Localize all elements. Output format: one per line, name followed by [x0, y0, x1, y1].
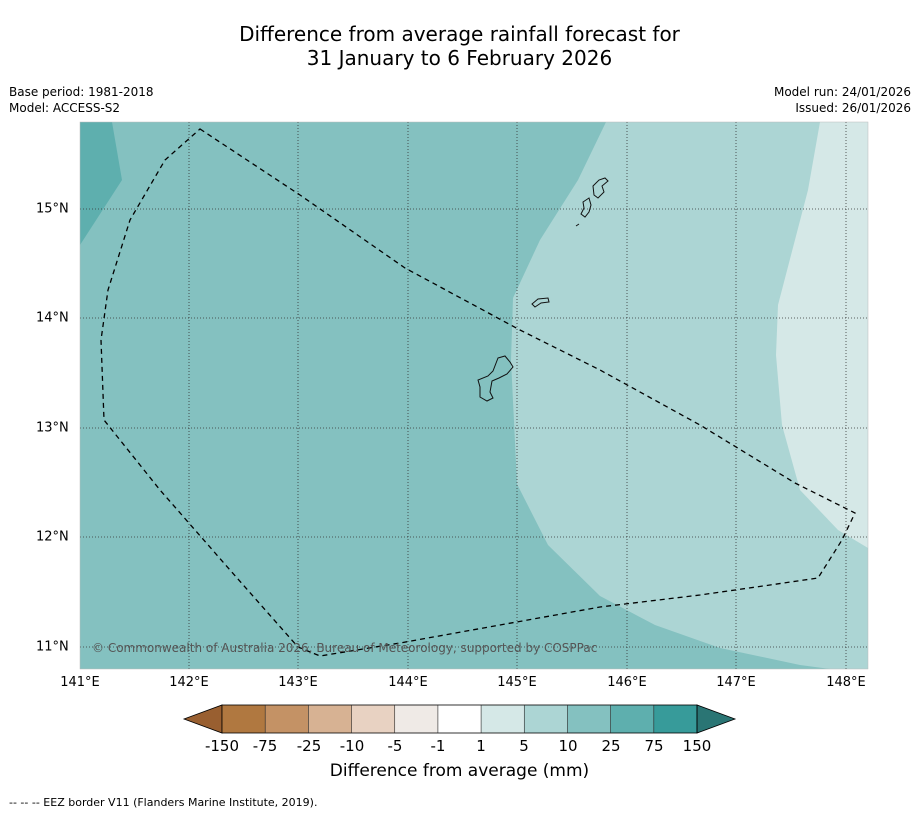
rota-island: [531, 297, 550, 308]
map-frame: [79, 121, 869, 670]
colorbar-swatch: [567, 705, 611, 733]
lat-tick-15: 15°N: [36, 201, 69, 217]
colorbar-swatch: [653, 705, 697, 733]
aguijan-island: [575, 223, 580, 227]
saipan-island: [592, 177, 609, 199]
issued-date: Issued: 26/01/2026: [795, 101, 911, 115]
colorbar-label: 1: [476, 737, 486, 755]
colorbar-label: 75: [644, 737, 664, 755]
colorbar-swatch: [524, 705, 568, 733]
lon-tick-143: 143°E: [278, 675, 318, 690]
lon-tick-144: 144°E: [388, 675, 428, 690]
lon-tick-145: 145°E: [497, 675, 537, 690]
colorbar-label: 10: [558, 737, 578, 755]
map-title-line1: Difference from average rainfall forecas…: [239, 22, 680, 46]
colorbar-title: Difference from average (mm): [329, 761, 590, 781]
band-5-10: [511, 122, 868, 669]
colorbar-label: -10: [339, 737, 365, 755]
colorbar-swatch: [222, 705, 266, 733]
base-period: Base period: 1981-2018: [9, 85, 154, 99]
colorbar-label: 25: [601, 737, 621, 755]
meta-right: Model run: 24/01/2026 Issued: 26/01/2026: [774, 84, 911, 116]
colorbar-swatch: [610, 705, 654, 733]
lon-tick-147: 147°E: [716, 675, 756, 690]
eez-border: [100, 128, 856, 657]
copyright-text: © Commonwealth of Australia 2026, Bureau…: [92, 641, 598, 655]
lon-tick-146: 146°E: [607, 675, 647, 690]
colorbar-extend-low: [182, 704, 223, 734]
lon-tick-142: 142°E: [169, 675, 209, 690]
colorbar-swatch: [437, 705, 482, 733]
colorbar-swatch: [394, 705, 438, 733]
lat-tick-14: 14°N: [36, 310, 69, 326]
lat-tick-11: 11°N: [36, 639, 69, 655]
colorbar-label: 150: [682, 737, 712, 755]
colorbar-swatch: [265, 705, 309, 733]
colorbar-label: 5: [519, 737, 529, 755]
lat-tick-13: 13°N: [36, 420, 69, 436]
islands: [477, 177, 609, 402]
map-title-line2: 31 January to 6 February 2026: [306, 46, 613, 70]
eez-legend-text: -- -- -- EEZ border V11 (Flanders Marine…: [9, 796, 318, 809]
colorbar-swatch: [308, 705, 352, 733]
lat-tick-12: 12°N: [36, 529, 69, 545]
colorbar-label: -25: [296, 737, 322, 755]
band-1-5: [776, 122, 868, 548]
meta-left: Base period: 1981-2018 Model: ACCESS-S2: [9, 84, 154, 116]
colorbar-swatch: [351, 705, 395, 733]
lon-tick-141: 141°E: [60, 675, 100, 690]
colorbar-label: -150: [204, 737, 240, 755]
band-25-75: [80, 122, 122, 245]
model-run: Model run: 24/01/2026: [773, 85, 911, 99]
colorbar-label: -75: [252, 737, 278, 755]
model-name: Model: ACCESS-S2: [9, 101, 121, 115]
colorbar-label: -5: [387, 737, 403, 755]
rainfall-field: [80, 122, 868, 669]
lon-tick-148: 148°E: [826, 675, 866, 690]
colorbar-swatch: [481, 705, 525, 733]
colorbar-outline: [221, 704, 698, 734]
colorbar-label: -1: [430, 737, 446, 755]
colorbar-extend-high: [696, 704, 737, 734]
tinian-island: [580, 197, 592, 218]
guam-island: [477, 355, 514, 402]
colorbar: [182, 704, 737, 734]
graticule: [80, 122, 868, 669]
